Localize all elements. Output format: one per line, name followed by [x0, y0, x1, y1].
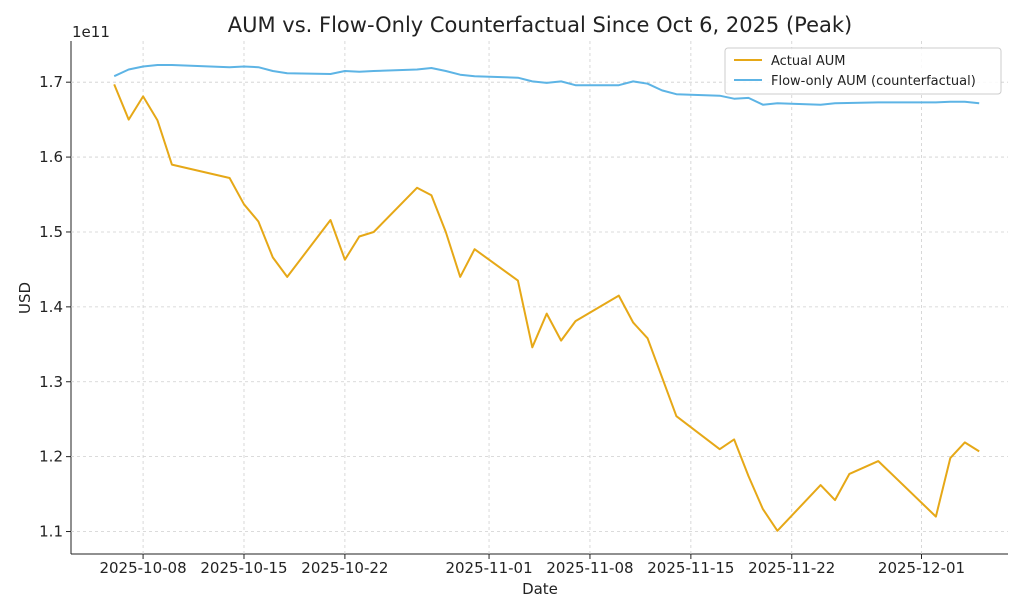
x-tick-label: 2025-11-22: [748, 559, 835, 577]
legend: Actual AUM Flow-only AUM (counterfactual…: [724, 47, 1002, 95]
series-line-flow-only-aum: [113, 64, 980, 106]
series-layer: [113, 64, 980, 532]
x-tick-label: 2025-10-22: [301, 559, 388, 577]
legend-label-flow-only-aum: Flow-only AUM (counterfactual): [771, 74, 976, 89]
x-tick-label: 2025-12-01: [878, 559, 965, 577]
y-tick-label: 1.6: [39, 148, 63, 166]
legend-label-actual-aum: Actual AUM: [771, 54, 845, 69]
x-tick-label: 2025-11-15: [647, 559, 734, 577]
y-tick-label: 1.3: [39, 373, 63, 391]
series-line-actual-aum: [113, 84, 980, 532]
plot-frame: [71, 41, 1008, 554]
x-tick-label: 2025-10-15: [200, 559, 287, 577]
y-offset-label: 1e11: [72, 23, 110, 41]
y-axis-label: USD: [16, 282, 34, 314]
x-tick-label: 2025-10-08: [99, 559, 186, 577]
x-axis-label: Date: [522, 580, 558, 598]
y-tick-label: 1.2: [39, 448, 63, 466]
x-tick-label: 2025-11-01: [445, 559, 532, 577]
grid-layer: [70, 41, 1008, 555]
y-tick-label: 1.4: [39, 298, 63, 316]
y-axis-ticks: 1.1 1.2 1.3 1.4 1.5 1.6 1.7: [39, 73, 71, 541]
legend-box: [724, 47, 1002, 95]
x-axis-ticks: 2025-10-08 2025-10-15 2025-10-22 2025-11-01…: [99, 554, 965, 577]
y-tick-label: 1.1: [39, 523, 63, 541]
y-tick-label: 1.7: [39, 73, 63, 91]
y-tick-label: 1.5: [39, 223, 63, 241]
chart-title: AUM vs. Flow-Only Counterfactual Since O…: [228, 13, 852, 37]
x-tick-label: 2025-11-08: [546, 559, 633, 577]
